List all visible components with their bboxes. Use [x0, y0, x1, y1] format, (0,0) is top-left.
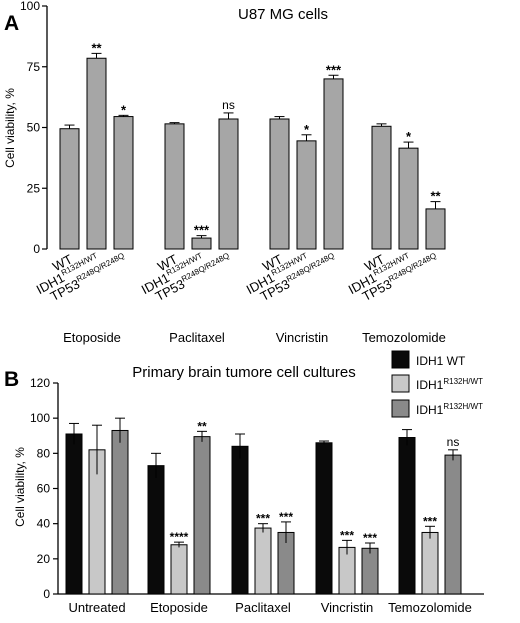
panel-a-letter: A: [4, 12, 19, 35]
panel-b-category-label: Vincristin: [321, 600, 374, 615]
panel-b-bar: [231, 445, 249, 595]
panel-b-bar: [361, 547, 379, 595]
panel-a-bar: [218, 118, 239, 250]
panel-b-bar: [444, 454, 462, 595]
panel-b-bar: [193, 436, 211, 595]
panel-a-significance-label: *: [406, 129, 412, 144]
panel-b-y-tick-label: 0: [43, 587, 50, 601]
panel-b-y-tick-label: 120: [30, 376, 50, 390]
panel-b-y-tick-label: 80: [37, 446, 51, 460]
panel-a-group-label: Temozolomide: [362, 330, 446, 345]
panel-a-significance-label: *: [121, 102, 127, 117]
panel-a-y-tick-label: 75: [27, 60, 41, 74]
panel-b-title: Primary brain tumore cell cultures: [132, 364, 355, 381]
panel-a-bar: [323, 78, 344, 250]
panel-b-legend-label-text: IDH1: [416, 378, 444, 392]
panel-b-significance-label: ***: [340, 528, 354, 542]
panel-a-significance-label: *: [304, 122, 310, 137]
panel-b-bar: [398, 437, 416, 595]
panel-b-significance-label: ***: [363, 531, 377, 545]
panel-a-y-tick-label: 25: [27, 181, 41, 195]
panel-b-legend-swatch: [391, 350, 410, 369]
panel-a-y-tick-label: 50: [27, 121, 41, 135]
panel-a-bar: [269, 118, 290, 250]
panel-a-bar: [296, 140, 317, 250]
panel-b-legend-swatch: [391, 374, 410, 393]
panel-a-y-tick-label: 0: [33, 242, 40, 256]
panel-b-y-tick-label: 60: [37, 482, 51, 496]
panel-b-y-tick-label: 20: [37, 552, 51, 566]
panel-a-group-label: Vincristin: [276, 330, 329, 345]
panel-b-letter: B: [4, 368, 19, 391]
panel-a-title: U87 MG cells: [238, 6, 328, 23]
panel-a-bar: [371, 125, 392, 250]
panel-a-significance-label: **: [430, 189, 441, 204]
panel-b-bar: [147, 465, 165, 595]
panel-b-category-label: Paclitaxel: [235, 600, 291, 615]
panel-a-significance-label: ***: [326, 62, 342, 77]
panel-a-y-axis-label: Cell viability, %: [3, 88, 17, 168]
panel-b-bar: [315, 442, 333, 595]
panel-b-category-label: Untreated: [68, 600, 125, 615]
panel-a-bar: [398, 147, 419, 250]
panel-a-group-label: Etoposide: [63, 330, 121, 345]
panel-a-significance-label: ns: [222, 98, 235, 112]
panel-a-bar: [86, 57, 107, 250]
panel-b-bar: [170, 544, 188, 595]
panel-b-category-label: Temozolomide: [388, 600, 472, 615]
panel-b-significance-label: ns: [447, 435, 460, 449]
panel-b-y-tick-label: 40: [37, 517, 51, 531]
panel-b-significance-label: ***: [279, 510, 293, 524]
panel-a-group-label: Paclitaxel: [169, 330, 225, 345]
panel-b: B Primary brain tumore cell cultures Cel…: [4, 350, 484, 615]
panel-b-significance-label: ***: [256, 512, 270, 526]
panel-a-significance-label: ***: [194, 223, 210, 238]
panel-b-legend-label: IDH1R132H/WT: [416, 402, 483, 417]
panel-b-legend-swatch: [391, 399, 410, 418]
panel-b-bar: [65, 433, 83, 595]
panel-a-bar: [191, 237, 212, 250]
panel-b-significance-label: ***: [423, 514, 437, 528]
panel-b-legend-label: IDH1 WT: [416, 354, 466, 368]
panel-a-significance-label: **: [91, 40, 102, 55]
panel-b-bar: [111, 429, 129, 595]
panel-a-bar: [59, 128, 80, 250]
panel-b-significance-label: ****: [170, 530, 189, 544]
panel-a: A U87 MG cells Cell viability, % 0 25 50 75…: [3, 0, 446, 345]
panel-b-bar: [421, 531, 439, 595]
panel-b-bar: [254, 527, 272, 595]
panel-b-significance-label: **: [197, 419, 207, 433]
panel-b-legend-label-superscript: R132H/WT: [443, 402, 483, 411]
panel-b-y-axis-label: Cell viability, %: [13, 447, 27, 527]
panel-b-legend-label-text: IDH1: [416, 403, 444, 417]
panel-a-y-tick-label: 100: [20, 0, 40, 13]
panel-b-legend-label: IDH1R132H/WT: [416, 377, 483, 392]
panel-b-legend-label-superscript: R132H/WT: [443, 377, 483, 386]
panel-a-bar: [113, 116, 134, 250]
panel-b-legend-label-text: IDH1 WT: [416, 354, 466, 368]
panel-a-bar: [164, 123, 185, 250]
panel-a-bar: [425, 208, 446, 250]
panel-b-category-label: Etoposide: [150, 600, 208, 615]
panel-b-y-tick-label: 100: [30, 411, 50, 425]
